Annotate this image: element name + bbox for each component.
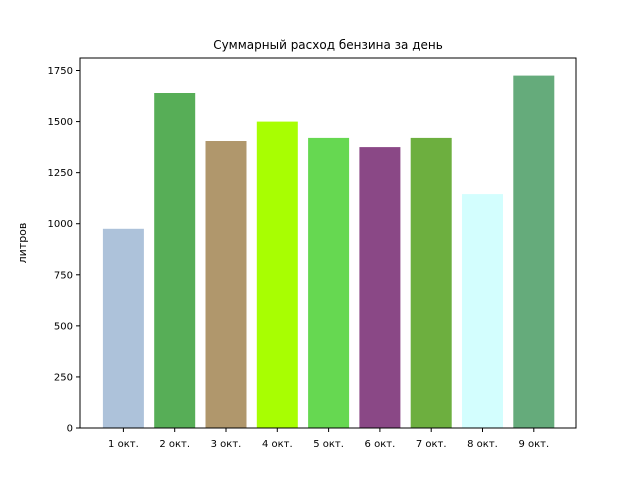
bar-1: [102, 228, 144, 428]
y-tick-label: 500: [54, 321, 73, 332]
x-tick-label: 3 окт.: [211, 439, 242, 450]
bar-2: [154, 93, 196, 428]
x-ticks-group: 1 окт. 2 окт. 3 окт. 4 окт. 5 окт. 6 окт. 7 ок…: [108, 428, 549, 450]
y-tick-label: 250: [54, 372, 73, 383]
x-tick-label: 6 окт.: [365, 439, 396, 450]
bar-3: [205, 141, 247, 428]
y-axis-label: литров: [16, 223, 29, 264]
y-tick-label: 0: [67, 424, 73, 435]
chart-title: Суммарный расход бензина за день: [213, 38, 443, 52]
bar-8: [462, 194, 503, 428]
x-tick-label: 4 окт.: [262, 439, 293, 450]
x-tick-label: 2 окт.: [159, 439, 190, 450]
plot-frame: [79, 57, 577, 429]
y-tick-label: 1500: [48, 117, 73, 128]
bar-4: [256, 121, 298, 428]
bar-9: [513, 75, 555, 428]
x-tick-label: 8 окт.: [467, 439, 498, 450]
bar-6: [359, 147, 401, 428]
y-tick-label: 1750: [48, 66, 73, 77]
x-tick-label: 9 окт.: [518, 439, 549, 450]
x-tick-label: 1 окт.: [108, 439, 139, 450]
y-ticks-group: 0 250 500 750 1000 1250 1500 1750: [48, 66, 80, 435]
bar-5: [308, 137, 350, 428]
x-tick-label: 7 окт.: [416, 439, 447, 450]
y-tick-label: 750: [54, 270, 73, 281]
x-tick-label: 5 окт.: [313, 439, 344, 450]
bars-group: [102, 75, 555, 428]
bar-7: [410, 137, 452, 428]
y-tick-label: 1250: [48, 168, 73, 179]
y-tick-label: 1000: [48, 219, 73, 230]
